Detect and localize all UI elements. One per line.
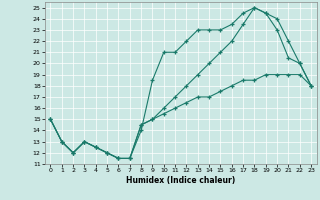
- X-axis label: Humidex (Indice chaleur): Humidex (Indice chaleur): [126, 176, 236, 185]
